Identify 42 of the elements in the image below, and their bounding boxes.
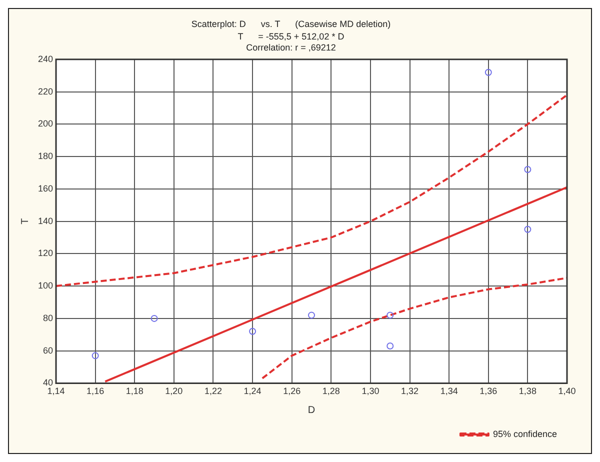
y-axis-title: T [20, 218, 31, 224]
point [92, 352, 99, 360]
x-tick-label: 1,22 [204, 386, 222, 396]
text: T = -555,5 + 512,02 * D [238, 32, 344, 42]
x-tick-label: 1,16 [86, 386, 104, 396]
x-tick-label: 1,36 [480, 386, 498, 396]
x-tick-label: 1,40 [558, 386, 576, 396]
x-tick-label: 1,38 [518, 386, 536, 396]
text: Correlation: r = ,69212 [246, 42, 336, 52]
y-tick-label: 160 [38, 183, 54, 194]
x-axis-title: D [308, 404, 316, 416]
point [249, 328, 256, 335]
y-tick-label: 100 [38, 280, 54, 291]
x-tick-label: 1,24 [244, 386, 262, 396]
x-tick-label: 1,20 [165, 386, 183, 396]
y-tick-label: 40 [43, 378, 54, 388]
legend-label: 95% confidence [492, 428, 557, 439]
line-series [56, 94, 567, 288]
point [484, 68, 492, 76]
x-tick-label: 1,26 [283, 386, 301, 396]
point [308, 312, 316, 319]
point [524, 166, 532, 173]
y-tick-label: 120 [38, 248, 54, 258]
x-tick-label: 1,34 [440, 386, 458, 396]
point [524, 226, 532, 233]
y-tick-label: 220 [38, 86, 54, 96]
chart-title: Scatterplot: D vs. T (Casewise MD deletion) [191, 18, 391, 29]
x-tick-label: 1,18 [126, 386, 144, 396]
y-tick-label: 140 [38, 216, 54, 226]
y-tick-label: 180 [38, 151, 54, 162]
y-tick-label: 60 [43, 345, 54, 356]
x-tick-label: 1,30 [362, 386, 380, 396]
x-tick-label: 1,32 [401, 386, 419, 396]
point [386, 312, 394, 319]
y-tick-label: 240 [38, 54, 54, 64]
y-tick-label: 80 [43, 312, 54, 323]
point [150, 314, 158, 322]
y-tick-label: 200 [38, 118, 54, 129]
x-tick-label: 1,28 [322, 386, 340, 396]
line-series [261, 276, 567, 380]
point [386, 342, 394, 350]
x-tick-label: 1,14 [47, 386, 65, 396]
